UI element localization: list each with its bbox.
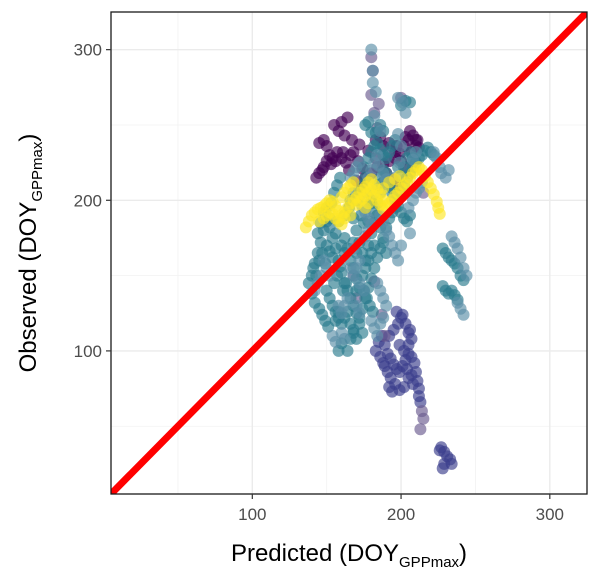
data-point (341, 111, 354, 124)
data-point (436, 462, 449, 475)
data-point (377, 311, 390, 324)
data-point (442, 164, 455, 177)
data-point (366, 76, 379, 89)
data-point (371, 329, 384, 342)
y-axis-title: Observed (DOYGPPmax) (15, 134, 46, 373)
data-point (353, 307, 366, 320)
data-point (341, 344, 354, 357)
data-point (442, 287, 455, 300)
data-point (369, 85, 382, 98)
data-point (366, 64, 379, 77)
data-point (340, 277, 353, 290)
data-point (433, 207, 446, 220)
x-tick-label: 100 (238, 505, 266, 524)
y-tick-label: 200 (74, 191, 102, 210)
one-to-one-line (111, 12, 587, 494)
data-point (414, 396, 427, 409)
data-point (368, 109, 381, 122)
data-point (417, 412, 430, 425)
x-axis-title: Predicted (DOYGPPmax) (231, 540, 467, 570)
x-tick-label: 200 (387, 505, 415, 524)
data-point (392, 254, 405, 267)
data-point (371, 149, 384, 162)
data-point (329, 155, 342, 168)
data-point (368, 239, 381, 252)
data-point (356, 326, 369, 339)
data-point (372, 97, 385, 110)
data-point (403, 124, 416, 137)
data-point (317, 254, 330, 267)
data-point (350, 224, 363, 237)
data-point (366, 305, 379, 318)
data-point (353, 254, 366, 267)
data-point (313, 137, 326, 150)
data-point (374, 124, 387, 137)
y-tick-label: 300 (74, 41, 102, 60)
plot-panel-border (110, 11, 588, 495)
data-point (353, 156, 366, 169)
data-point (390, 305, 403, 318)
data-point (405, 369, 418, 382)
data-point (393, 170, 406, 183)
data-point (362, 197, 375, 210)
data-point (338, 212, 351, 225)
data-point (451, 242, 464, 255)
data-point (399, 106, 412, 119)
data-point (393, 156, 406, 169)
data-point (402, 338, 415, 351)
data-point (403, 227, 416, 240)
reference-line-layer (111, 12, 587, 494)
data-point (383, 230, 396, 243)
data-point (377, 356, 390, 369)
data-point (460, 269, 473, 282)
data-point (353, 317, 366, 330)
data-point (365, 43, 378, 56)
data-point (378, 338, 391, 351)
y-tick-label: 100 (74, 342, 102, 361)
data-point (386, 385, 399, 398)
data-point (433, 444, 446, 457)
data-point (454, 251, 467, 264)
data-point (380, 299, 393, 312)
data-point (414, 423, 427, 436)
y-axis-ticks (106, 49, 111, 352)
data-point (329, 227, 342, 240)
data-points (299, 43, 473, 475)
data-point (337, 146, 350, 159)
data-point (395, 140, 408, 153)
data-point (329, 335, 342, 348)
data-point (396, 96, 409, 109)
data-point (392, 128, 405, 141)
data-point (341, 292, 354, 305)
data-point (403, 323, 416, 336)
data-point (334, 171, 347, 184)
data-point (332, 344, 345, 357)
data-point (457, 308, 470, 321)
data-point (395, 239, 408, 252)
x-tick-label: 300 (536, 505, 564, 524)
y-axis-tick-labels: 100 200 300 (74, 41, 102, 361)
x-axis-tick-labels: 100 200 300 (238, 505, 564, 524)
data-point (347, 176, 360, 189)
x-axis-ticks (251, 494, 551, 499)
data-point (311, 227, 324, 240)
